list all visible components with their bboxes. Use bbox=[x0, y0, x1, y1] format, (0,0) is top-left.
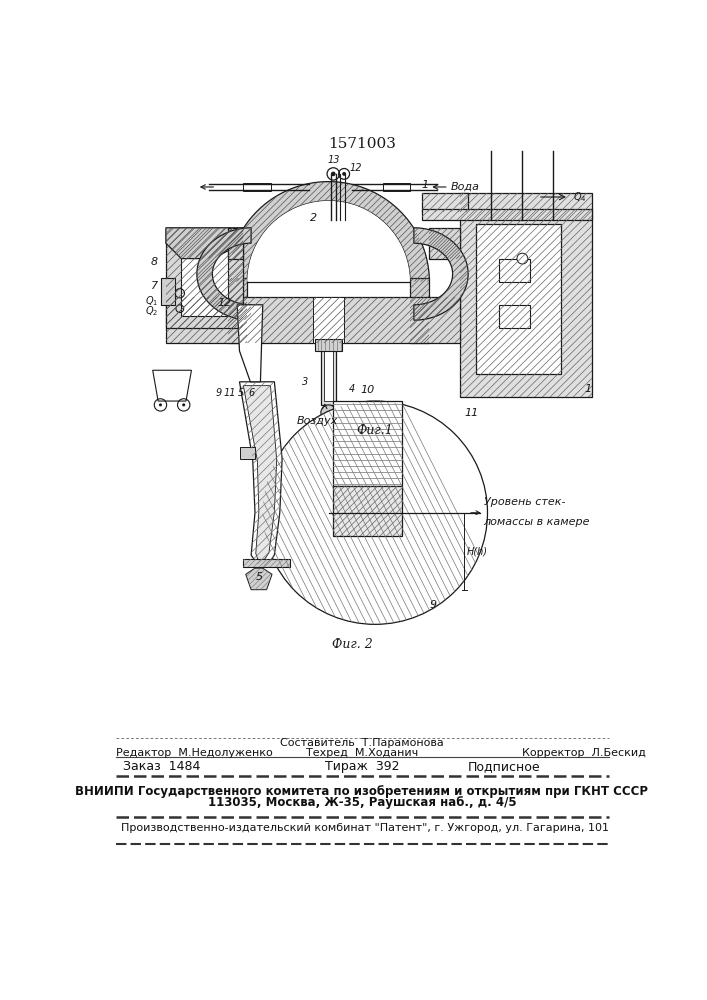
Text: 4: 4 bbox=[349, 384, 355, 394]
Text: Фиг. 2: Фиг. 2 bbox=[332, 638, 373, 651]
Bar bbox=[228, 278, 247, 343]
Text: $Q_4$: $Q_4$ bbox=[573, 190, 586, 204]
Polygon shape bbox=[240, 447, 255, 459]
Polygon shape bbox=[240, 382, 282, 567]
Polygon shape bbox=[414, 228, 468, 320]
Circle shape bbox=[517, 253, 528, 264]
Text: Тираж  392: Тираж 392 bbox=[325, 760, 399, 773]
Polygon shape bbox=[237, 305, 263, 382]
Text: ломассы в камере: ломассы в камере bbox=[484, 517, 590, 527]
Bar bbox=[332, 401, 402, 486]
Polygon shape bbox=[228, 182, 429, 282]
Text: 11: 11 bbox=[224, 388, 236, 398]
Bar bbox=[499, 259, 530, 282]
Polygon shape bbox=[197, 228, 251, 320]
Bar bbox=[166, 297, 460, 343]
Text: 11: 11 bbox=[464, 408, 479, 418]
Bar bbox=[499, 305, 530, 328]
Bar bbox=[421, 193, 468, 212]
Bar bbox=[321, 343, 337, 405]
Text: H(h): H(h) bbox=[467, 546, 488, 556]
Text: 1571003: 1571003 bbox=[328, 137, 396, 151]
Text: ВНИИПИ Государственного комитета по изобретениям и открытиям при ГКНТ СССР: ВНИИПИ Государственного комитета по изоб… bbox=[76, 785, 648, 798]
Text: Уровень стек-: Уровень стек- bbox=[484, 497, 565, 507]
Bar bbox=[324, 347, 333, 401]
Text: Производственно-издательский комбинат "Патент", г. Ужгород, ул. Гагарина, 101: Производственно-издательский комбинат "П… bbox=[121, 823, 609, 833]
Bar bbox=[313, 297, 344, 343]
Circle shape bbox=[263, 401, 488, 624]
Text: 9: 9 bbox=[429, 600, 436, 610]
Text: $Q_1$: $Q_1$ bbox=[145, 294, 158, 308]
Circle shape bbox=[159, 403, 162, 406]
Polygon shape bbox=[246, 568, 272, 590]
Text: Вода: Вода bbox=[451, 182, 480, 192]
Circle shape bbox=[342, 172, 346, 176]
Text: 12: 12 bbox=[349, 163, 362, 173]
Bar bbox=[166, 228, 243, 328]
Wedge shape bbox=[247, 201, 410, 282]
Polygon shape bbox=[243, 386, 276, 562]
Circle shape bbox=[321, 405, 337, 420]
Bar bbox=[315, 339, 341, 351]
Text: 10: 10 bbox=[361, 385, 375, 395]
Text: 1: 1 bbox=[421, 180, 428, 190]
Bar bbox=[421, 209, 592, 220]
Bar bbox=[383, 183, 410, 191]
Text: 113035, Москва, Ж-35, Раушская наб., д. 4/5: 113035, Москва, Ж-35, Раушская наб., д. … bbox=[208, 796, 516, 809]
Text: Воздух: Воздух bbox=[296, 416, 338, 426]
Text: $Q_2$: $Q_2$ bbox=[145, 304, 158, 318]
Text: Фиг.1: Фиг.1 bbox=[357, 424, 394, 437]
Bar bbox=[460, 193, 592, 397]
Bar bbox=[161, 278, 175, 305]
Text: 3: 3 bbox=[303, 377, 308, 387]
Text: 1: 1 bbox=[585, 384, 592, 394]
Circle shape bbox=[182, 403, 185, 406]
Text: 13: 13 bbox=[327, 155, 339, 165]
Text: 8: 8 bbox=[151, 257, 158, 267]
Text: 5: 5 bbox=[238, 388, 244, 398]
Text: Заказ  1484: Заказ 1484 bbox=[123, 760, 201, 773]
Text: Корректор  Л.Бескид: Корректор Л.Бескид bbox=[522, 748, 646, 758]
Text: 2: 2 bbox=[310, 213, 317, 223]
Text: 12: 12 bbox=[218, 298, 232, 308]
Text: 5: 5 bbox=[255, 572, 262, 582]
Text: Подписное: Подписное bbox=[468, 760, 541, 773]
Polygon shape bbox=[153, 370, 192, 401]
Text: Техред  М.Ходанич: Техред М.Ходанич bbox=[306, 748, 418, 758]
Text: Составитель  Т.Парамонова: Составитель Т.Парамонова bbox=[280, 738, 444, 748]
Text: 9: 9 bbox=[216, 388, 222, 398]
Text: 6: 6 bbox=[248, 388, 255, 398]
Polygon shape bbox=[166, 228, 243, 259]
Polygon shape bbox=[243, 559, 290, 567]
Text: Редактор  М.Недолуженко: Редактор М.Недолуженко bbox=[115, 748, 272, 758]
Bar bbox=[410, 278, 429, 343]
Bar bbox=[429, 228, 460, 259]
Bar bbox=[228, 228, 243, 259]
Circle shape bbox=[331, 172, 336, 176]
Bar bbox=[332, 486, 402, 536]
Text: 7: 7 bbox=[151, 281, 158, 291]
Bar bbox=[182, 239, 228, 316]
Bar bbox=[243, 183, 271, 191]
Bar bbox=[476, 224, 561, 374]
